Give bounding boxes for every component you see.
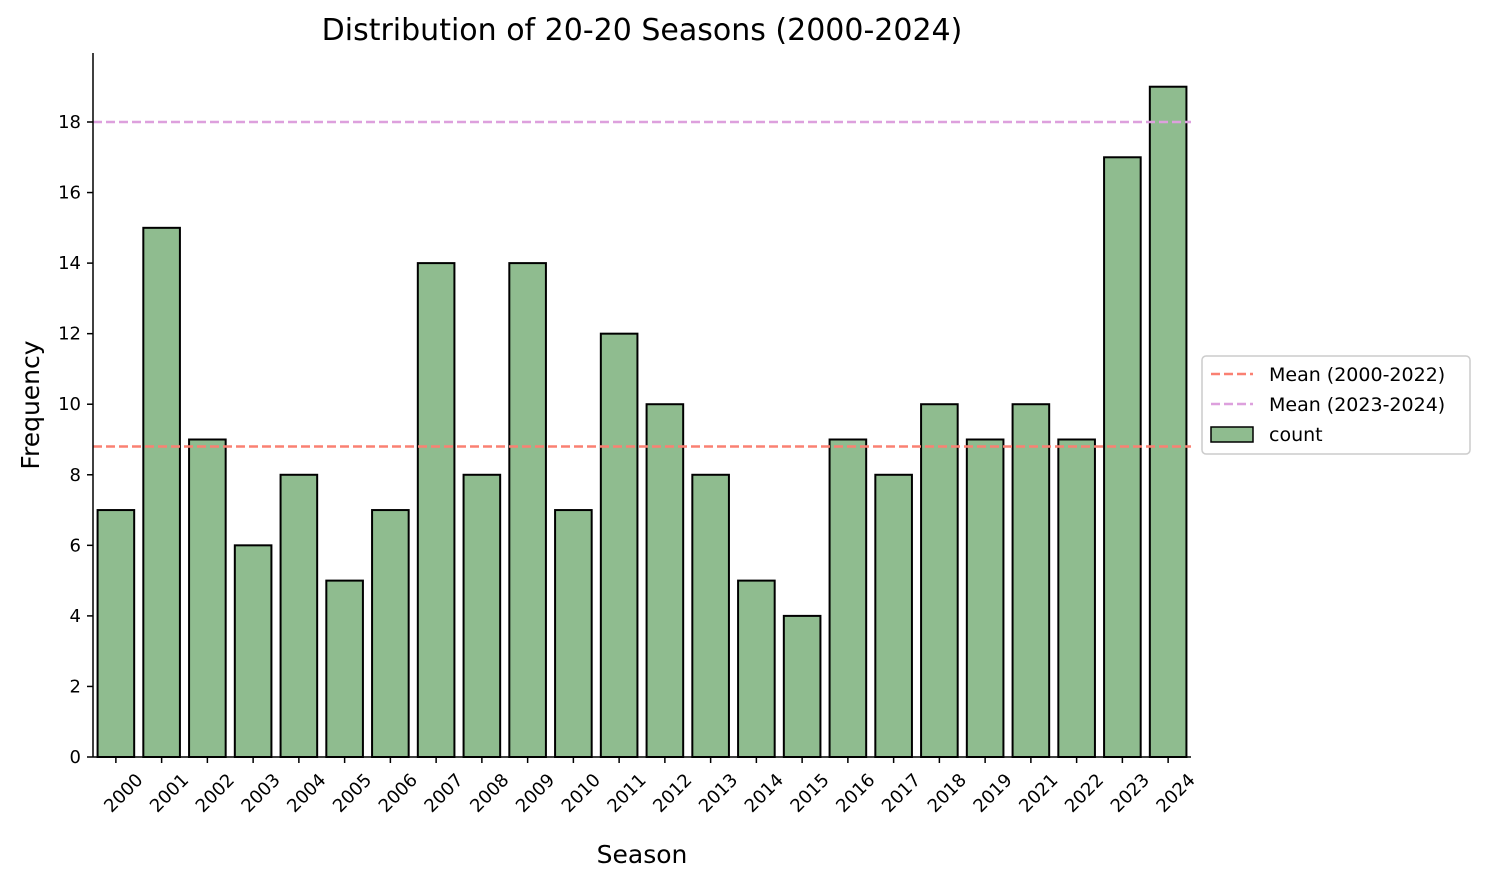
y-tick-label: 10	[58, 394, 81, 415]
x-tick-label: 2001	[146, 770, 193, 817]
reference-lines-layer	[93, 120, 1191, 448]
y-tick-label: 16	[58, 183, 81, 204]
bar-2009	[508, 262, 547, 758]
bar-2011	[599, 332, 639, 758]
legend-label: Mean (2023-2024)	[1269, 394, 1445, 416]
y-tick-label: 4	[70, 606, 81, 627]
bar-2018	[920, 403, 959, 758]
y-tick-label: 0	[70, 747, 81, 768]
x-tick-label: 2003	[237, 770, 284, 817]
bar-2005	[325, 579, 364, 758]
bar-2002	[188, 438, 227, 758]
x-tick-label: 2021	[1015, 770, 1062, 817]
x-tick-label: 2009	[512, 770, 559, 817]
legend-box	[1201, 355, 1471, 455]
bar-2000	[96, 509, 136, 758]
bar-2019	[965, 438, 1005, 758]
bar-2008	[462, 473, 502, 758]
bar-2001	[142, 226, 181, 758]
y-tick-label: 12	[58, 324, 81, 345]
bar-2024	[1148, 85, 1188, 759]
bar-2012	[645, 403, 685, 758]
x-tick-label: 2012	[649, 770, 696, 817]
bar-2017	[874, 473, 913, 758]
y-tick-label: 6	[70, 535, 81, 556]
y-tick-label: 2	[70, 676, 81, 697]
x-tick-label: 2004	[283, 770, 330, 817]
legend-patch-swatch	[1210, 426, 1254, 443]
x-tick-label: 2013	[695, 770, 742, 817]
y-tick-label: 14	[58, 253, 81, 274]
x-tick-label: 2024	[1152, 770, 1199, 817]
bar-2015	[782, 614, 822, 759]
x-tick-label: 2022	[1061, 770, 1108, 817]
x-tick-label: 2005	[329, 770, 376, 817]
y-axis-title: Frequency	[16, 340, 45, 469]
bar-2007	[416, 262, 456, 758]
x-tick-label: 2018	[924, 770, 971, 817]
bar-2022	[1057, 438, 1096, 758]
y-tick-label: 18	[58, 112, 81, 133]
x-tick-label: 2010	[558, 770, 605, 817]
y-ticks-layer: 0 2 4 6 8 10 12 14 16 18	[58, 112, 93, 768]
legend: Mean (2000-2022) Mean (2023-2024) count	[1201, 355, 1471, 455]
bar-2016	[828, 438, 868, 758]
bar-2021	[1011, 403, 1051, 758]
x-tick-label: 2002	[192, 770, 239, 817]
x-tick-label: 2006	[375, 770, 422, 817]
x-axis-title: Season	[597, 840, 688, 869]
bar-2023	[1103, 156, 1142, 758]
chart-title: Distribution of 20-20 Seasons (2000-2024…	[322, 13, 963, 48]
bar-2004	[279, 473, 319, 758]
x-ticks-layer: 2000200120022003200420052006200720082009…	[100, 757, 1200, 817]
x-tick-label: 2007	[420, 770, 467, 817]
y-tick-label: 8	[70, 465, 81, 486]
x-tick-label: 2014	[741, 770, 788, 817]
x-tick-label: 2011	[603, 770, 650, 817]
x-tick-label: 2016	[832, 770, 879, 817]
legend-label: count	[1269, 424, 1323, 446]
bars-layer	[96, 85, 1188, 759]
legend-label: Mean (2000-2022)	[1269, 364, 1445, 386]
x-tick-label: 2023	[1107, 770, 1154, 817]
x-tick-label: 2015	[786, 770, 833, 817]
bar-2003	[233, 544, 273, 759]
x-tick-label: 2017	[878, 770, 925, 817]
x-tick-label: 2019	[969, 770, 1016, 817]
bar-2014	[737, 579, 776, 758]
axes-layer	[92, 53, 1191, 758]
bar-2006	[371, 509, 410, 758]
x-tick-label: 2000	[100, 770, 147, 817]
bar-2010	[554, 509, 593, 758]
bar-2013	[691, 473, 730, 758]
x-tick-label: 2008	[466, 770, 513, 817]
